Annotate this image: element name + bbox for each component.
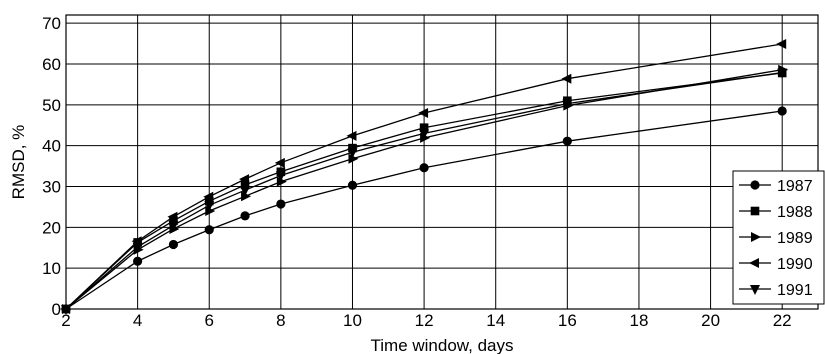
data-point-1991	[347, 148, 358, 159]
data-point-1988	[240, 180, 250, 190]
data-point-1991	[204, 201, 215, 212]
data-point-1987	[240, 211, 250, 221]
legend: 1987 1988 1989 1990 1991	[732, 170, 825, 305]
x-tick-label: 16	[558, 311, 577, 330]
data-point-1991	[168, 221, 179, 232]
tick-labels: 2 4 6 8 10 12 14 16 18 20 22 0 10 20 30 40 50 60 70	[42, 14, 792, 330]
data-point-1988	[169, 216, 178, 226]
x-tick-label: 12	[415, 311, 434, 330]
legend-marker-1989	[751, 232, 761, 242]
y-tick-label: 10	[42, 259, 61, 278]
y-tick-label: 40	[42, 137, 61, 156]
data-point-1991	[61, 305, 71, 315]
legend-item-1990: 1990	[739, 256, 813, 273]
data-point-1990	[418, 108, 429, 118]
data-point-1990	[561, 73, 572, 84]
data-point-1987	[133, 256, 143, 266]
plot-frame	[65, 14, 819, 310]
data-point-1990	[776, 38, 787, 49]
data-point-1987	[276, 199, 286, 209]
data-point-1988	[348, 143, 357, 153]
x-tick-label: 20	[701, 311, 720, 330]
data-point-1991	[240, 186, 251, 197]
data-point-1991	[419, 129, 430, 140]
y-tick-label: 30	[42, 178, 61, 197]
legend-label: 1988	[777, 204, 813, 221]
y-tick-label: 50	[42, 96, 61, 115]
grid	[65, 15, 818, 310]
legend-marker-1988	[750, 206, 760, 216]
data-point-1989	[348, 153, 359, 164]
data-point-1989	[276, 176, 287, 187]
data-point-1990	[167, 211, 178, 222]
legend-label: 1987	[777, 178, 813, 195]
data-point-1991	[562, 99, 573, 110]
series-1991	[61, 68, 788, 315]
data-point-1987	[204, 225, 214, 235]
legend-marker-1987	[750, 180, 760, 190]
x-axis-label: Time window, days	[371, 336, 514, 354]
x-tick-label: 6	[205, 311, 214, 330]
legend-item-1987: 1987	[739, 178, 813, 195]
y-tick-label: 20	[42, 218, 61, 237]
data-point-1987	[168, 239, 179, 250]
data-point-1991	[275, 171, 286, 182]
data-point-1987	[347, 180, 358, 190]
legend-label: 1991	[777, 282, 813, 299]
data-point-1991	[777, 68, 788, 79]
data-point-1987	[419, 163, 429, 173]
series-line-1991	[65, 71, 783, 310]
series-line-1989	[65, 69, 783, 310]
data-point-1987	[562, 136, 572, 146]
series-line-1988	[65, 72, 783, 310]
data-point-1990	[274, 157, 285, 168]
legend-marker-1990	[749, 258, 759, 268]
data-point-1991	[132, 242, 143, 253]
series-1989	[62, 64, 789, 314]
y-axis-label: RMSD, %	[9, 125, 28, 200]
x-tick-label: 8	[276, 311, 285, 330]
y-tick-label: 0	[52, 300, 61, 319]
data-point-1988	[419, 123, 429, 132]
series-line-1990	[65, 43, 783, 310]
legend-item-1989: 1989	[739, 230, 813, 247]
x-tick-label: 18	[629, 311, 648, 330]
x-tick-label: 14	[486, 311, 505, 330]
x-tick-label: 10	[343, 311, 362, 330]
data-point-1989	[205, 206, 216, 216]
x-tick-label: 4	[133, 311, 142, 330]
data-point-1990	[239, 174, 250, 185]
y-tick-label: 60	[42, 55, 61, 74]
data-point-1989	[241, 191, 252, 202]
legend-label: 1989	[777, 230, 813, 247]
x-tick-label: 2	[61, 311, 70, 330]
legend-item-1991: 1991	[739, 282, 813, 299]
legend-item-1988: 1988	[739, 204, 813, 221]
legend-marker-1991	[750, 285, 760, 295]
series-1987	[61, 106, 787, 314]
legend-label: 1990	[777, 256, 813, 273]
y-tick-label: 70	[42, 14, 61, 33]
x-tick-label: 22	[773, 311, 792, 330]
data-point-1990	[203, 191, 214, 202]
data-point-1990	[346, 130, 357, 141]
data-point-1988	[204, 196, 214, 206]
series-1990	[60, 38, 787, 314]
data-point-1987	[777, 106, 787, 116]
series-line-1987	[65, 110, 783, 310]
